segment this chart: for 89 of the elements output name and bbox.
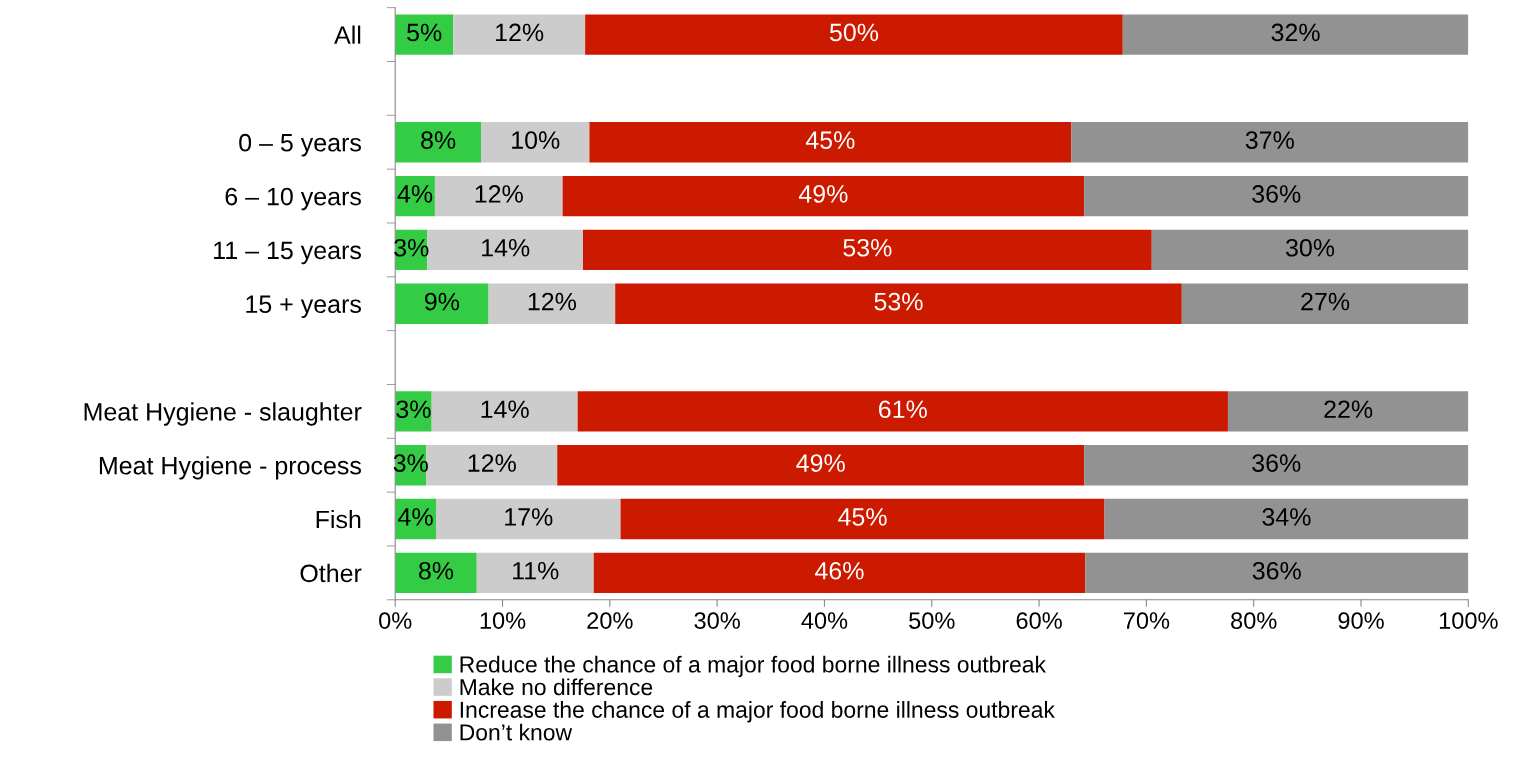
bar (620, 498, 1105, 540)
bar (395, 122, 482, 163)
bar (476, 552, 594, 594)
bar (434, 175, 563, 217)
bar (488, 283, 616, 324)
data-label: 36% (1252, 561, 1301, 580)
bar (1071, 122, 1469, 163)
data-label: 53% (843, 238, 892, 257)
x-tick-label: 40% (801, 612, 848, 629)
data-label: 22% (1324, 400, 1373, 418)
y-tick-label: Other (300, 563, 362, 583)
data-label: 49% (798, 185, 848, 203)
legend-label: Increase the chance of a major food borne illness outbreak (460, 701, 1055, 723)
bar (395, 14, 454, 55)
legend-label: Make no difference (460, 678, 653, 696)
bar (577, 391, 1228, 432)
bar (1181, 283, 1469, 324)
bar (1084, 175, 1469, 217)
data-label: 45% (838, 508, 887, 526)
y-tick-label: Meat Hygiene - slaughter (84, 402, 362, 426)
bar (1085, 552, 1469, 594)
bar (1122, 14, 1469, 55)
data-label: 34% (1262, 508, 1311, 526)
data-label: 14% (482, 239, 530, 257)
data-label: 5% (407, 23, 442, 42)
y-tick-label: 15 + years (246, 295, 361, 318)
bar (453, 14, 586, 55)
bar (427, 229, 583, 271)
bar (481, 122, 590, 163)
y-tick-label: 0 – 5 years (239, 133, 361, 157)
data-label: 30% (1285, 238, 1335, 257)
data-label: 9% (424, 292, 460, 311)
data-label: 32% (1271, 23, 1320, 42)
x-tick-label: 100% (1439, 612, 1498, 629)
x-tick-label: 50% (909, 612, 955, 629)
bar (395, 283, 489, 324)
bar (1227, 391, 1469, 432)
data-label: 3% (396, 400, 431, 419)
bar (1104, 498, 1469, 540)
bar (426, 445, 558, 486)
data-label: 27% (1301, 292, 1350, 311)
data-label: 46% (815, 561, 864, 580)
data-label: 53% (874, 292, 923, 311)
x-tick-label: 20% (587, 612, 633, 629)
x-tick-label: 0% (379, 612, 412, 629)
bar (589, 122, 1072, 163)
data-label: 8% (419, 561, 454, 580)
data-label: 50% (829, 23, 879, 42)
bar (557, 445, 1085, 486)
data-label: 45% (805, 131, 855, 149)
y-tick-label: 6 – 10 years (225, 187, 361, 211)
y-tick-label: All (334, 25, 361, 44)
data-label: 49% (796, 454, 845, 472)
bar (395, 552, 477, 594)
data-label: 8% (421, 131, 456, 149)
bar (1084, 445, 1469, 486)
data-label: 36% (1252, 454, 1301, 472)
data-label: 11% (513, 562, 559, 580)
x-tick-label: 10% (480, 612, 526, 629)
y-tick-label: 11 – 15 years (214, 241, 361, 265)
data-label: 12% (528, 292, 577, 311)
x-tick-label: 60% (1016, 612, 1062, 629)
bar (585, 14, 1123, 55)
x-tick-label: 30% (694, 612, 740, 629)
data-label: 61% (879, 400, 927, 419)
data-label: 4% (397, 185, 433, 203)
data-label: 10% (512, 131, 560, 149)
data-label: 12% (468, 454, 516, 472)
bar (1151, 229, 1469, 271)
bar (583, 229, 1152, 271)
data-label: 4% (398, 508, 433, 526)
bar (435, 498, 621, 540)
data-label: 37% (1245, 131, 1294, 149)
data-label: 36% (1252, 185, 1301, 203)
y-tick-label: Meat Hygiene - process (99, 456, 361, 480)
data-label: 12% (475, 185, 523, 203)
bar (593, 552, 1086, 594)
legend-label: Reduce the chance of a major food borne illness outbreak (460, 655, 1047, 678)
data-label: 14% (481, 400, 529, 418)
y-tick-label: Fish (316, 509, 361, 529)
bar (562, 175, 1085, 217)
data-label: 12% (496, 23, 544, 42)
x-tick-label: 80% (1231, 612, 1277, 629)
bar (431, 391, 578, 432)
x-tick-label: 70% (1123, 612, 1170, 629)
legend-label: Don’t know (460, 723, 573, 741)
data-label: 17% (505, 508, 553, 526)
bar (615, 283, 1182, 324)
x-tick-label: 90% (1338, 612, 1384, 629)
